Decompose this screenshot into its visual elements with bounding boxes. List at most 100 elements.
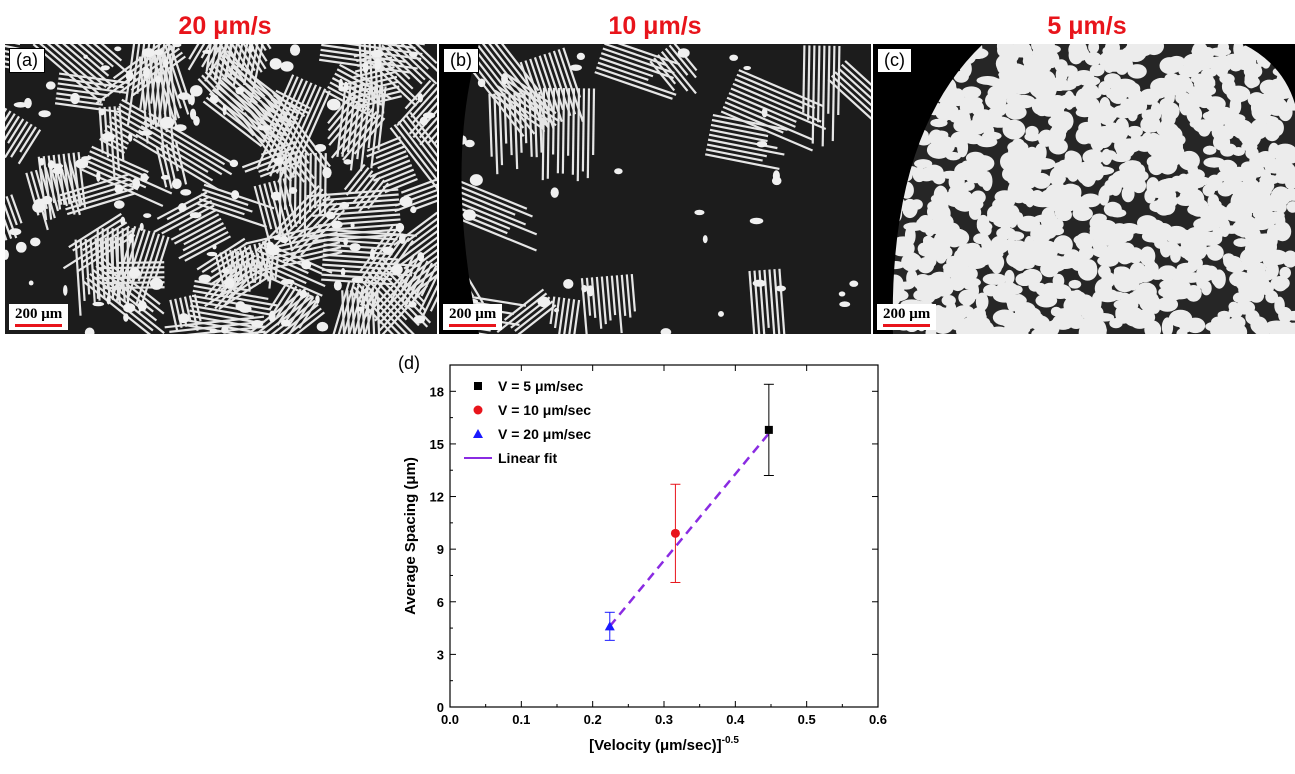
grain bbox=[1225, 200, 1249, 220]
lamella bbox=[55, 44, 114, 68]
grain bbox=[991, 260, 1002, 274]
x-axis-label-main: [Velocity (μm/sec)] bbox=[589, 737, 722, 754]
grain bbox=[1221, 78, 1236, 96]
grain bbox=[1202, 111, 1217, 121]
lamella bbox=[210, 246, 251, 274]
grain bbox=[1279, 266, 1291, 279]
lamella bbox=[5, 197, 18, 239]
grain bbox=[1203, 157, 1226, 168]
grain bbox=[987, 205, 1007, 222]
grain bbox=[775, 285, 787, 292]
lamella bbox=[844, 60, 871, 109]
grain bbox=[1232, 146, 1245, 156]
lamella bbox=[337, 213, 401, 221]
lamella bbox=[514, 300, 554, 332]
y-tick-label: 18 bbox=[430, 384, 444, 399]
grain bbox=[1013, 86, 1031, 95]
grain bbox=[1127, 109, 1138, 122]
grain bbox=[419, 116, 429, 126]
grain bbox=[221, 268, 230, 274]
lamella bbox=[596, 66, 677, 96]
grain bbox=[1259, 79, 1279, 95]
lamella bbox=[224, 44, 235, 81]
lamella bbox=[841, 63, 871, 108]
grain bbox=[1063, 90, 1075, 110]
lamella bbox=[668, 44, 697, 79]
grain bbox=[959, 125, 974, 144]
grain bbox=[1041, 207, 1055, 222]
lamella bbox=[411, 89, 437, 124]
lamella bbox=[5, 45, 14, 54]
lamella bbox=[253, 185, 272, 246]
lamella bbox=[268, 280, 289, 311]
grain bbox=[142, 48, 155, 58]
lamella bbox=[342, 75, 398, 92]
grain bbox=[1000, 215, 1011, 232]
grain bbox=[120, 216, 126, 226]
grain bbox=[501, 73, 508, 85]
lamella bbox=[366, 140, 403, 158]
grain bbox=[1013, 94, 1036, 109]
grain bbox=[70, 92, 80, 105]
grain bbox=[1034, 143, 1047, 163]
grain bbox=[417, 93, 424, 103]
lamella bbox=[258, 184, 273, 230]
lamella bbox=[324, 233, 398, 241]
grain bbox=[702, 235, 708, 244]
lamella bbox=[353, 80, 399, 94]
lamella bbox=[581, 88, 586, 172]
grain bbox=[235, 301, 246, 311]
grain bbox=[1214, 316, 1228, 326]
grain bbox=[1210, 56, 1227, 68]
lamella bbox=[249, 268, 314, 299]
lamella bbox=[453, 177, 528, 210]
lamella bbox=[605, 276, 612, 321]
lamella bbox=[341, 82, 352, 157]
grain bbox=[945, 151, 962, 161]
grain bbox=[1127, 96, 1143, 107]
grain bbox=[171, 178, 182, 190]
lamella bbox=[248, 44, 266, 82]
grain bbox=[189, 85, 203, 97]
grain bbox=[477, 78, 486, 88]
grain bbox=[114, 184, 124, 194]
grain bbox=[127, 133, 133, 142]
grain bbox=[923, 253, 937, 268]
grain bbox=[331, 220, 343, 229]
lamella bbox=[356, 282, 410, 334]
grain bbox=[106, 295, 111, 305]
sample-edge bbox=[873, 44, 983, 334]
grain bbox=[266, 241, 274, 250]
grain bbox=[1198, 123, 1211, 137]
lamella bbox=[225, 44, 256, 72]
grain bbox=[1146, 177, 1160, 195]
grain bbox=[202, 49, 213, 54]
grain bbox=[1245, 146, 1259, 160]
grain bbox=[1235, 119, 1249, 130]
grain bbox=[132, 177, 141, 190]
lamella bbox=[615, 275, 623, 334]
grain bbox=[333, 280, 342, 291]
lamella bbox=[546, 87, 551, 179]
grain bbox=[212, 244, 217, 250]
lamella bbox=[263, 183, 279, 234]
grain bbox=[1061, 65, 1078, 77]
lamella bbox=[182, 226, 227, 252]
lamella bbox=[190, 299, 271, 316]
lamella bbox=[363, 275, 408, 321]
grain bbox=[229, 159, 239, 168]
lamellar-colony bbox=[349, 258, 432, 334]
micrograph-a-image bbox=[5, 44, 437, 334]
grain bbox=[1178, 150, 1200, 171]
lamella bbox=[827, 78, 871, 127]
lamella bbox=[58, 77, 124, 89]
grain bbox=[1140, 116, 1158, 133]
grain bbox=[554, 308, 560, 313]
micrograph-b-image bbox=[439, 44, 871, 334]
x-tick-label: 0.2 bbox=[584, 712, 602, 727]
grain bbox=[1233, 44, 1244, 58]
grain bbox=[280, 61, 294, 72]
grain bbox=[935, 135, 956, 155]
lamellar-colony bbox=[366, 136, 418, 194]
lamella bbox=[429, 271, 437, 312]
